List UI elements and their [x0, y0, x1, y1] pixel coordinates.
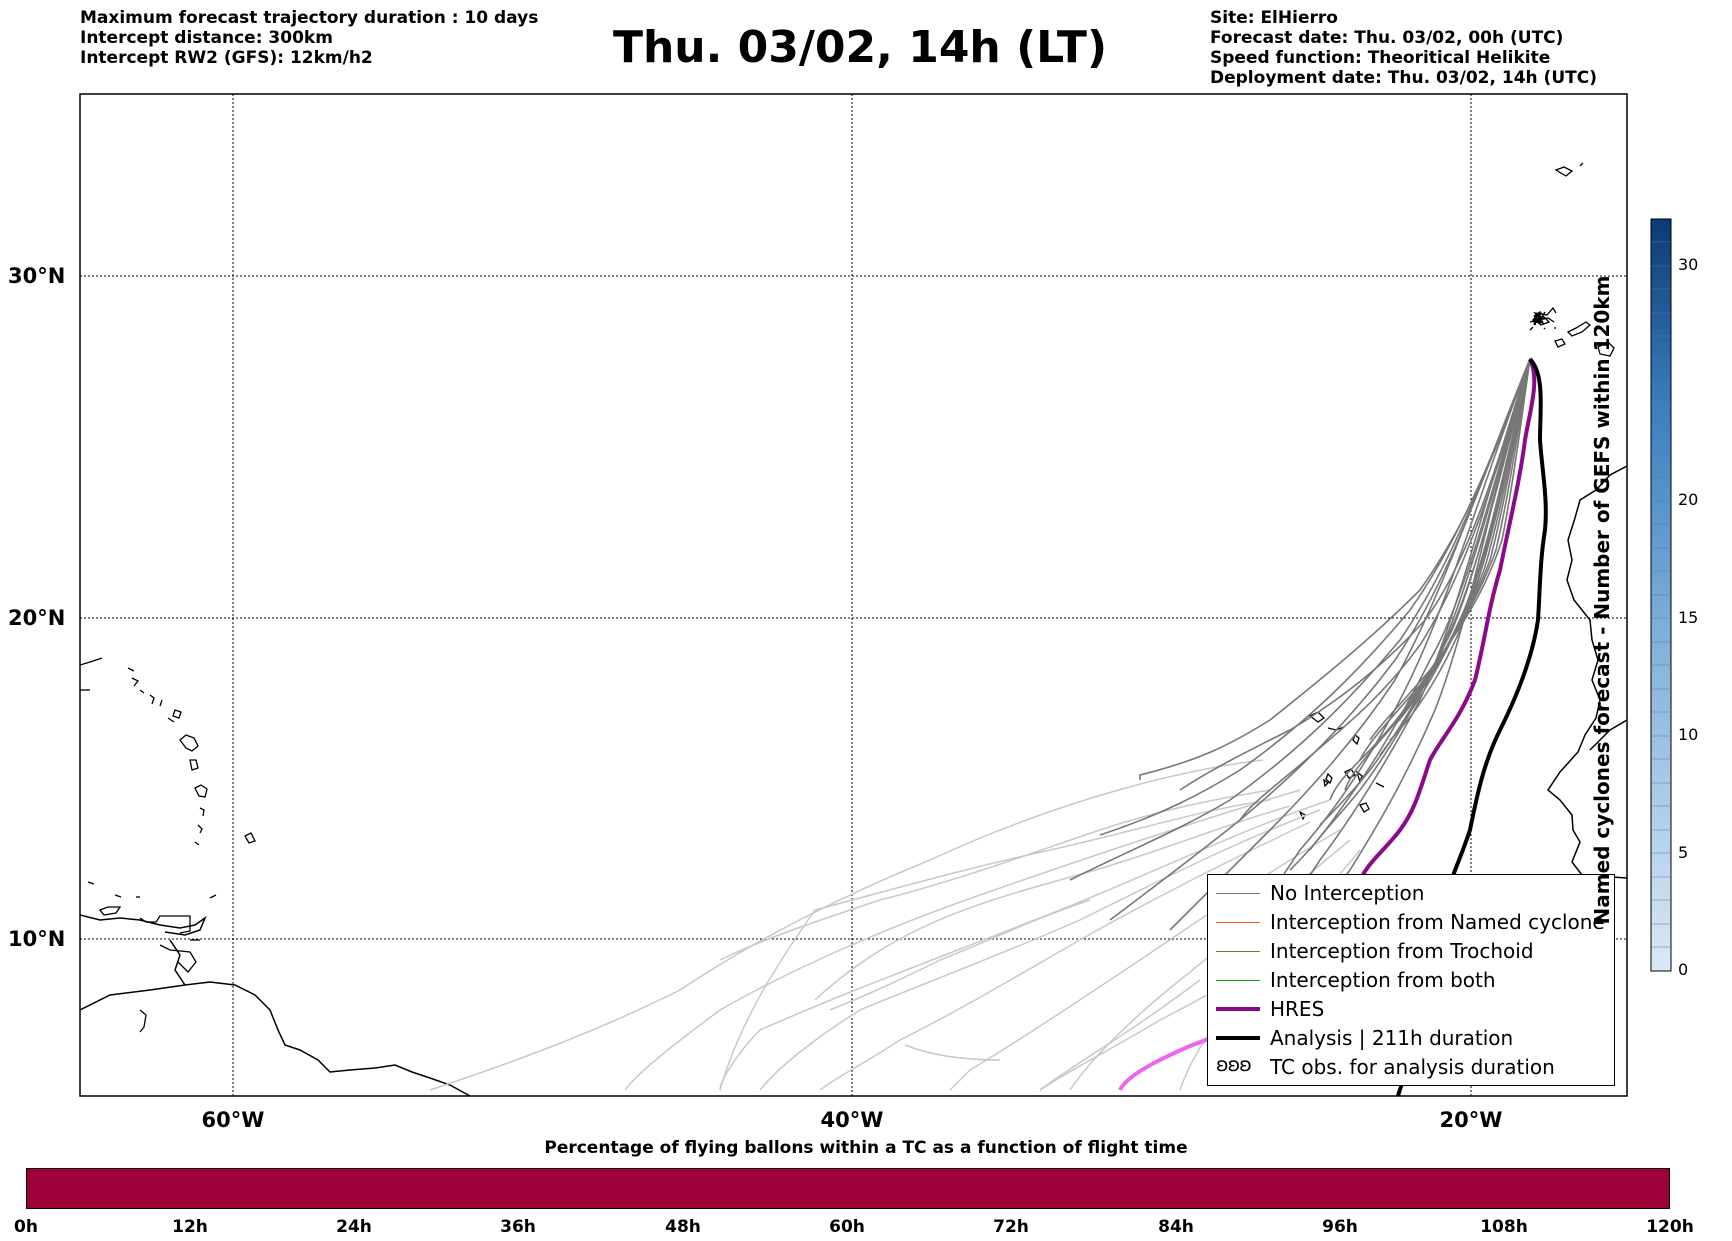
page-title: Thu. 03/02, 14h (LT)	[612, 22, 1108, 73]
lat-label-20n: 20°N	[8, 606, 66, 630]
time-tick-120h: 120h	[1646, 1217, 1694, 1237]
legend-swatch	[1216, 1036, 1260, 1040]
island-tenerife	[1566, 321, 1592, 337]
vertical-colorbar-bands	[1651, 241, 1671, 948]
vertical-colorbar-tick-15: 15	[1678, 608, 1699, 627]
island-la-gomera	[1554, 338, 1566, 348]
header-line-deployment-date: Deployment date: Thu. 03/02, 14h (UTC)	[1210, 68, 1597, 88]
faded-trajectories	[429, 759, 1361, 1091]
island-brava	[1359, 802, 1370, 813]
island-santiago	[1375, 782, 1385, 788]
lon-label-20w: 20°W	[1439, 1108, 1503, 1132]
time-tick-36h: 36h	[500, 1217, 536, 1237]
lat-label-10n: 10°N	[8, 927, 66, 951]
island-madeira-main	[1554, 166, 1574, 177]
header-line-site: Site: ElHierro	[1210, 8, 1338, 28]
island-fogo	[1323, 778, 1329, 788]
caribbean-islands	[80, 657, 1566, 1033]
legend-label: Analysis | 211h duration	[1270, 1026, 1514, 1050]
legend-item-named-cyclone: Interception from Named cyclone	[1208, 908, 1614, 937]
legend-swatch	[1216, 922, 1260, 923]
time-colorbar-title: Percentage of flying ballons within a TC…	[544, 1138, 1188, 1158]
time-colorbar	[26, 1168, 1670, 1209]
time-tick-84h: 84h	[1158, 1217, 1194, 1237]
time-tick-12h: 12h	[172, 1217, 208, 1237]
vertical-colorbar-tick-30: 30	[1678, 255, 1699, 274]
header-right: Site: ElHierro Forecast date: Thu. 03/02…	[1210, 8, 1597, 88]
lon-label-40w: 40°W	[820, 1108, 884, 1132]
lat-label-30n: 30°N	[8, 264, 66, 288]
legend-swatch	[1216, 1007, 1260, 1011]
canary-islands	[1531, 313, 1615, 357]
legend-item-both: Interception from both	[1208, 966, 1614, 995]
coast-trinidad	[169, 939, 186, 986]
legend-label: TC obs. for analysis duration	[1270, 1055, 1555, 1079]
header-line-distance: Intercept distance: 300km	[80, 28, 333, 48]
island-la-palma	[1531, 313, 1545, 325]
time-tick-24h: 24h	[336, 1217, 372, 1237]
island-boa-vista	[1344, 768, 1356, 779]
header-line-forecast-date: Forecast date: Thu. 03/02, 00h (UTC)	[1210, 28, 1564, 48]
legend-item-hres: HRES	[1208, 995, 1614, 1024]
tc-obs-icon: ʚʚʚ	[1216, 1054, 1252, 1076]
legend-item-tc-obs: ʚʚʚ TC obs. for analysis duration	[1208, 1053, 1614, 1082]
header-line-rw2: Intercept RW2 (GFS): 12km/h2	[80, 48, 373, 68]
island-sao-nicolau	[1325, 772, 1333, 785]
lon-label-60w: 60°W	[201, 1108, 265, 1132]
island-sal	[1352, 733, 1360, 746]
legend-swatch	[1216, 951, 1260, 952]
no-interception-trajectories	[1069, 358, 1531, 946]
vertical-colorbar-tick-5: 5	[1678, 843, 1689, 862]
time-tick-0h: 0h	[14, 1217, 38, 1237]
vertical-colorbar-tick-20: 20	[1678, 490, 1699, 509]
time-tick-108h: 108h	[1480, 1217, 1528, 1237]
time-tick-48h: 48h	[665, 1217, 701, 1237]
vertical-colorbar-label: Named cyclones forecast - Number of GEFS…	[1590, 275, 1614, 925]
map-frame	[79, 93, 1628, 1097]
legend-item-trochoid: Interception from Trochoid	[1208, 937, 1614, 966]
header-line-speed-function: Speed function: Theoritical Helikite	[1210, 48, 1551, 68]
coast-africa-bump	[1589, 719, 1627, 751]
legend-swatch	[1216, 893, 1260, 894]
map-legend: No Interception Interception from Named …	[1207, 874, 1615, 1086]
vertical-colorbar-tick-10: 10	[1678, 725, 1699, 744]
header-line-duration: Maximum forecast trajectory duration : 1…	[80, 8, 539, 28]
legend-label: Interception from Named cyclone	[1270, 910, 1605, 934]
coast-venezuela	[80, 914, 207, 936]
legend-label: HRES	[1270, 997, 1325, 1021]
island-gran-canaria	[1597, 341, 1615, 357]
coast-africa	[1547, 465, 1627, 881]
legend-item-analysis: Analysis | 211h duration	[1208, 1024, 1614, 1053]
legend-item-no-interception: No Interception	[1208, 879, 1614, 908]
header-left: Maximum forecast trajectory duration : 1…	[80, 8, 538, 68]
time-tick-60h: 60h	[829, 1217, 865, 1237]
legend-label: No Interception	[1270, 881, 1425, 905]
legend-swatch	[1216, 980, 1260, 981]
island-small	[1298, 810, 1306, 821]
coast-south-america	[80, 981, 471, 1096]
legend-label: Interception from both	[1270, 968, 1496, 992]
time-tick-96h: 96h	[1322, 1217, 1358, 1237]
legend-label: Interception from Trochoid	[1270, 939, 1534, 963]
coastlines	[80, 465, 1627, 1096]
time-tick-72h: 72h	[993, 1217, 1029, 1237]
vertical-colorbar-tick-0: 0	[1678, 960, 1689, 979]
